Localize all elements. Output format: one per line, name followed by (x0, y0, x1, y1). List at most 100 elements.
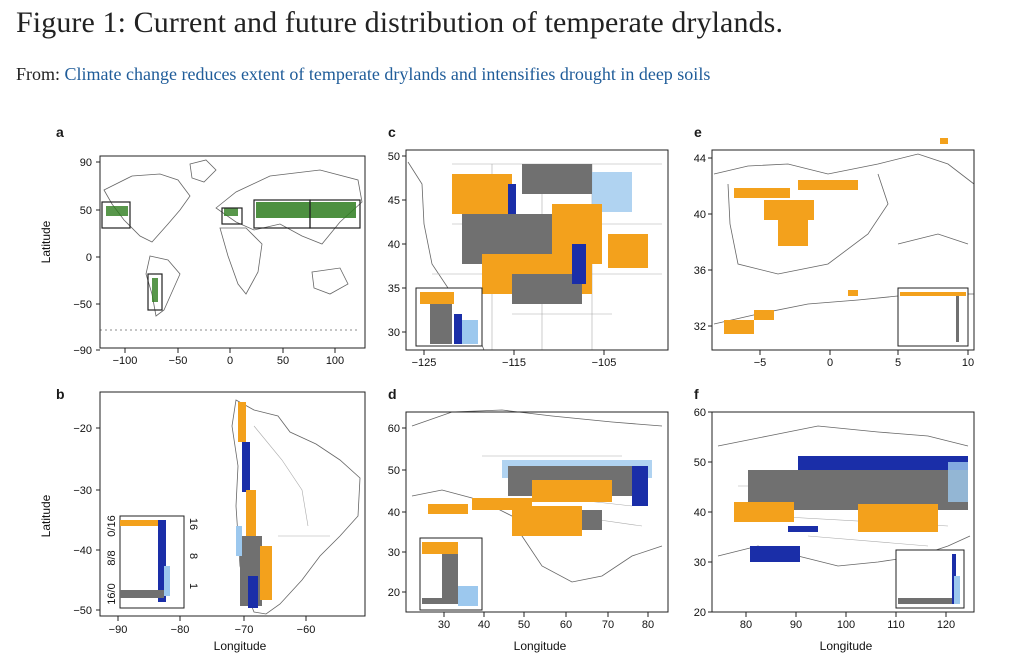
xtick-label: −5 (754, 357, 767, 369)
panel-e-map: 44 40 36 32 −5 0 5 10 (694, 138, 975, 369)
panel-b-frame (99, 391, 366, 617)
panel-c-yticks: 50 45 40 35 30 (388, 151, 406, 339)
region-box-e (221, 207, 243, 225)
ytick-label: 32 (694, 321, 706, 333)
panel-e-xticks: −5 0 5 10 (754, 350, 974, 369)
ytick-label: 50 (80, 205, 92, 217)
xtick-label: 110 (887, 619, 905, 631)
panel-f-map: Longitude 60 50 40 30 20 80 90 100 110 1… (694, 407, 975, 653)
ytick-label: −90 (73, 345, 92, 357)
xtick-label: 60 (560, 619, 572, 631)
ytick-label: 30 (388, 547, 400, 559)
panel-f-yticks: 60 50 40 30 20 (694, 407, 712, 619)
xtick-label: 70 (602, 619, 614, 631)
panel-c-frame (405, 149, 669, 351)
ytick-label: −50 (73, 605, 92, 617)
panel-a-xticks: −100 −50 0 50 100 (113, 348, 344, 367)
panel-label-c: c (388, 124, 396, 140)
source-article-link[interactable]: Climate change reduces extent of tempera… (64, 64, 711, 84)
panel-d-frame (405, 411, 669, 613)
ytick-label: 40 (694, 209, 706, 221)
ytick-label: −40 (73, 545, 92, 557)
panel-b-ylabel: Latitude (40, 494, 53, 537)
ytick-label: 60 (694, 407, 706, 419)
xtick-label: 100 (837, 619, 855, 631)
ytick-label: 40 (694, 507, 706, 519)
ytick-label: 90 (80, 157, 92, 169)
panel-f-xlabel: Longitude (820, 639, 873, 653)
panel-b-yticks: −20 −30 −40 −50 (73, 423, 100, 617)
ytick-label: 20 (388, 587, 400, 599)
xtick-label: −115 (502, 357, 526, 369)
panel-c-inset (415, 287, 483, 347)
region-box-f (309, 199, 361, 229)
inset-right-tick: 1 (187, 583, 199, 589)
xtick-label: 30 (438, 619, 450, 631)
ytick-label: 60 (388, 423, 400, 435)
ytick-label: −50 (73, 299, 92, 311)
panel-b-map: Latitude Longitude −20 −30 −40 −50 −90 −… (39, 391, 366, 653)
inset-right-tick: 8 (187, 553, 199, 559)
ytick-label: 30 (694, 557, 706, 569)
xtick-label: 40 (478, 619, 490, 631)
panel-d-inset (419, 537, 483, 611)
ytick-label: 0 (86, 252, 92, 264)
panel-b-dryland-cells (236, 402, 272, 608)
xtick-label: 80 (740, 619, 752, 631)
panel-b-inset: 0/16 8/8 16/0 16 8 1 (106, 515, 199, 609)
panel-b: b Latitude Longitude −20 −30 −40 −50 −90… (39, 386, 370, 656)
panel-a-yticks: 90 50 0 −50 −90 (73, 157, 100, 357)
panel-e-yticks: 44 40 36 32 (694, 153, 712, 333)
xtick-label: 80 (642, 619, 654, 631)
figure-title: Figure 1: Current and future distributio… (16, 6, 784, 39)
ytick-label: 36 (694, 265, 706, 277)
panel-b-xticks: −90 −80 −70 −60 (109, 616, 316, 636)
panel-label-d: d (388, 386, 397, 402)
ytick-label: 30 (388, 327, 400, 339)
xtick-label: 50 (277, 355, 289, 364)
panel-e-dryland-cells (724, 138, 948, 334)
ytick-label: 45 (388, 195, 400, 207)
panel-a-region-boxes (101, 199, 361, 311)
xtick-label: 0 (227, 355, 233, 364)
ytick-label: 35 (388, 283, 400, 295)
ytick-label: 20 (694, 607, 706, 619)
panel-a-continents (100, 159, 363, 331)
inset-left-tick: 0/16 (106, 515, 118, 536)
ytick-label: 40 (388, 239, 400, 251)
panel-c-map: 50 45 40 35 30 −125 −115 −105 (388, 149, 669, 369)
panel-label-a: a (56, 124, 64, 140)
panel-c-xticks: −125 −115 −105 (412, 350, 617, 369)
panel-d-dryland-cells (428, 460, 652, 536)
xtick-label: −70 (235, 624, 254, 636)
panel-label-f: f (694, 386, 699, 402)
inset-left-tick: 16/0 (106, 583, 118, 604)
inset-left-tick: 8/8 (106, 550, 118, 565)
ytick-label: 44 (694, 153, 706, 165)
ytick-label: −30 (73, 485, 92, 497)
ytick-label: −20 (73, 423, 92, 435)
panel-e: e 44 40 36 32 −5 0 5 10 (678, 124, 978, 374)
panel-f-frame (711, 411, 975, 613)
panel-a-ylabel: Latitude (40, 220, 53, 263)
ytick-label: 50 (388, 151, 400, 163)
xtick-label: −60 (297, 624, 316, 636)
from-prefix: From: (16, 64, 61, 84)
panel-f-inset (895, 549, 965, 609)
panel-label-e: e (694, 124, 702, 140)
panel-e-frame (711, 149, 975, 351)
xtick-label: 5 (895, 357, 901, 369)
xtick-label: −105 (592, 357, 617, 369)
xtick-label: −80 (171, 624, 190, 636)
xtick-label: 0 (827, 357, 833, 369)
panel-f-xticks: 80 90 100 110 120 (740, 612, 955, 631)
panel-c-dryland-cells (452, 164, 648, 304)
inset-right-tick: 16 (187, 518, 199, 530)
xtick-label: −90 (109, 624, 128, 636)
panel-d: d Longitude 60 50 40 30 20 30 40 50 60 7… (372, 386, 672, 656)
xtick-label: −125 (412, 357, 437, 369)
panel-a-frame (99, 155, 366, 349)
panel-e-inset (897, 287, 969, 347)
panel-c: c 50 45 40 35 30 −125 −115 −105 (372, 124, 672, 374)
region-box-b (147, 273, 163, 311)
